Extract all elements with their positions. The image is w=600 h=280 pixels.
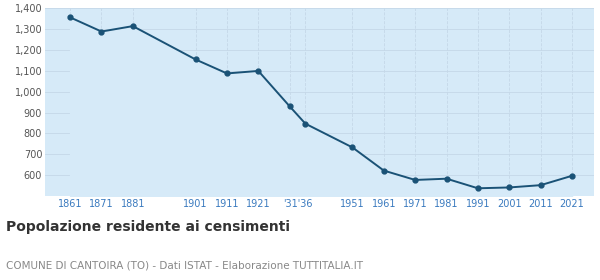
Text: COMUNE DI CANTOIRA (TO) - Dati ISTAT - Elaborazione TUTTITALIA.IT: COMUNE DI CANTOIRA (TO) - Dati ISTAT - E… xyxy=(6,261,363,271)
Text: Popolazione residente ai censimenti: Popolazione residente ai censimenti xyxy=(6,220,290,234)
